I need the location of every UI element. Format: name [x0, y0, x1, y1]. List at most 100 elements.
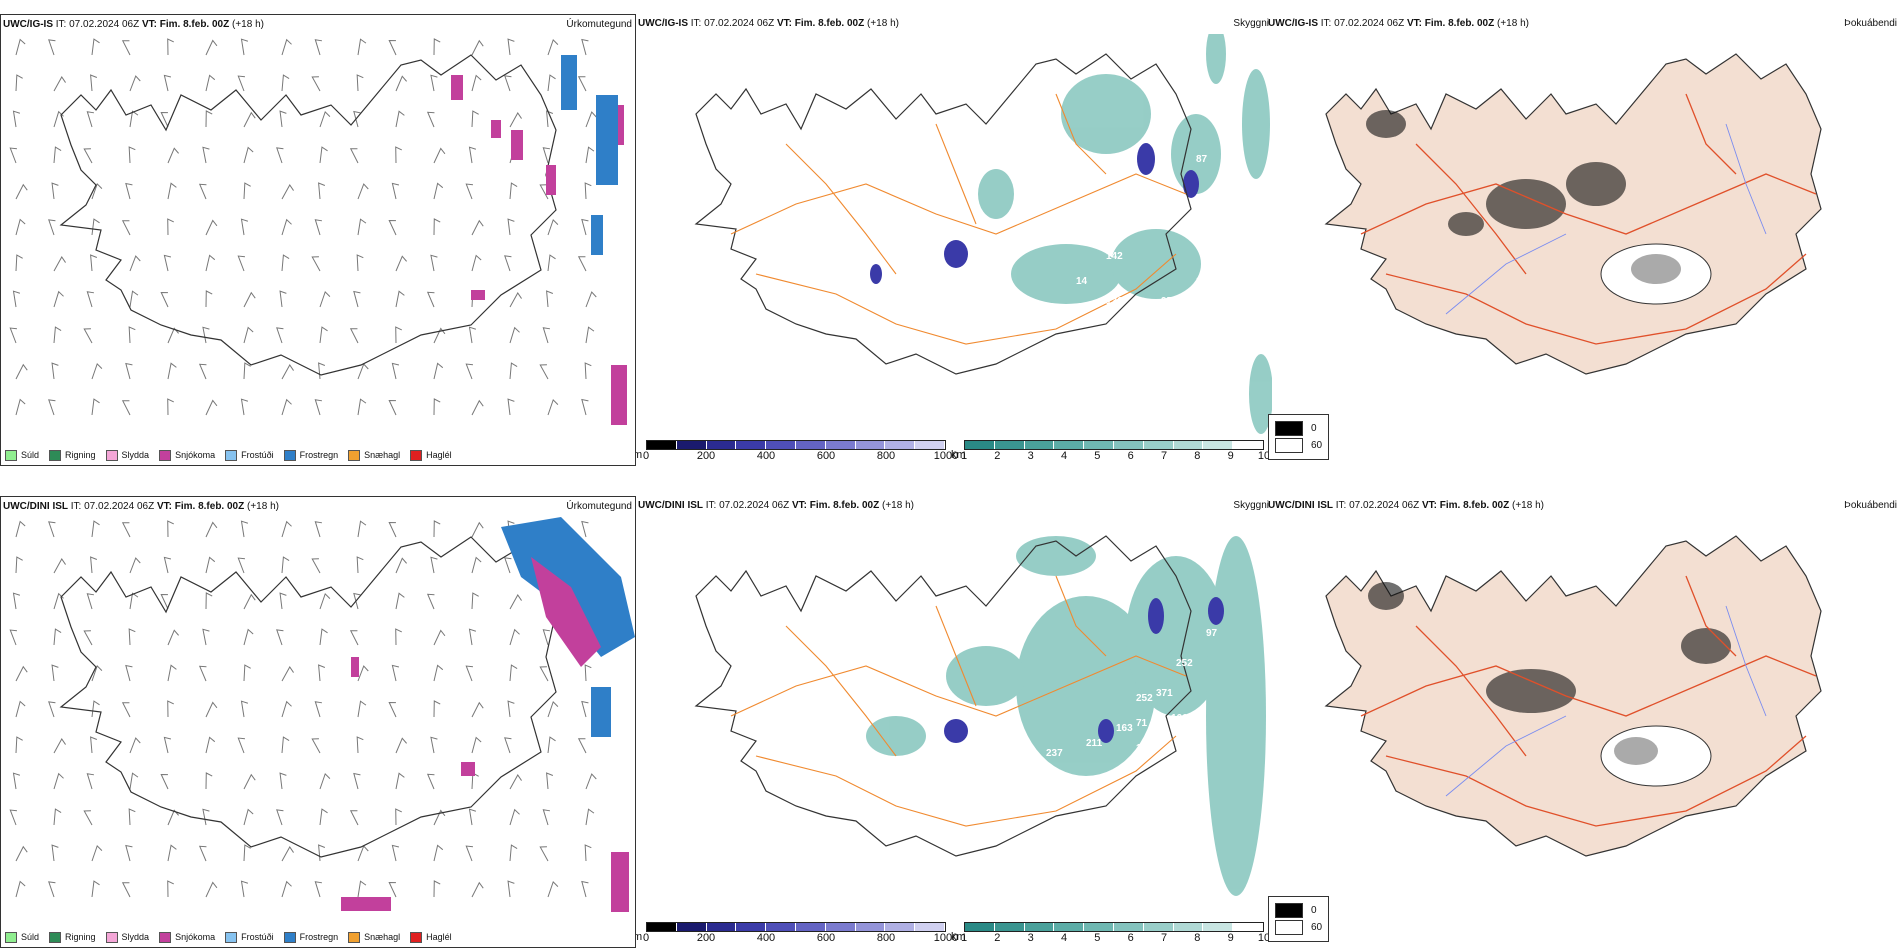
precip-legend-item: Frostregn [283, 450, 338, 461]
precip-legend-item: Frostúði [225, 450, 274, 461]
fog-legend-top: 0 60 [1268, 414, 1330, 460]
colorbar-tick: 9 [1227, 450, 1234, 462]
fog-legend-swatch-60 [1275, 920, 1303, 935]
colorbar-tick: 8 [1194, 932, 1201, 944]
visibility-spot-label: 166 [1171, 713, 1188, 724]
visibility-spot-label: 10 [1196, 236, 1208, 247]
colorbar-tick: 600 [816, 932, 836, 944]
visibility-spot-label: 6 [1118, 181, 1124, 192]
precip-legend-item: Snæhagl [348, 932, 400, 943]
fog-map [1324, 53, 1822, 375]
panel-title: Þokuábendi [1844, 500, 1897, 511]
visibility-spot-label: 71 [1136, 718, 1148, 729]
colorbar-tick: 800 [876, 932, 896, 944]
colorbar-tick: 6 [1127, 932, 1134, 944]
colorbar-tick: 1 [960, 932, 968, 944]
panel-header: UWC/DINI ISL IT: 07.02.2024 06Z VT: Fim.… [1268, 500, 1544, 511]
precip-legend-item: Haglél [410, 450, 452, 461]
colorbar-tick: 6 [1127, 450, 1134, 462]
precip-legend-swatch [49, 932, 62, 943]
colorbar-tick: 1 [960, 450, 968, 462]
visibility-spot-label: 142 [1106, 251, 1123, 262]
colorbar-tick: 200 [696, 450, 716, 462]
visibility-spot-label: 131 [1106, 296, 1123, 307]
precip-map [9, 517, 635, 912]
colorbar-tick: 400 [756, 450, 776, 462]
colorbar-tick: 0 [642, 932, 650, 944]
visibility-spot-label: 166 [1171, 753, 1188, 764]
visibility-spot-label: 97 [1206, 628, 1218, 639]
precip-legend-swatch [410, 932, 423, 943]
colorbar-tick: 2 [994, 932, 1001, 944]
precip-legend-item: Snjókoma [159, 932, 215, 943]
precip-legend-swatch [49, 450, 62, 461]
visibility-spot-label: 211 [1086, 738, 1103, 749]
visibility-spot-label: 252 [1136, 693, 1153, 704]
precip-legend-swatch [105, 450, 118, 461]
panel-header: UWC/IG-IS IT: 07.02.2024 06Z VT: Fim. 8.… [1268, 18, 1529, 29]
precip-legend-item: Snjókoma [159, 450, 215, 461]
visibility-spot-label: 192 [1196, 276, 1213, 287]
colorbar-tick: 7 [1160, 450, 1168, 462]
visibility-colorbar: 1 2 3 4 5 6 7 8 9 10 km [951, 922, 1270, 944]
colorbar-tick: 3 [1027, 932, 1034, 944]
visibility-spot-label: 951 [1161, 296, 1178, 307]
colorbar-tick: 7 [1160, 932, 1168, 944]
visibility-colorbar: 1 2 3 4 5 6 7 8 9 10 km [951, 440, 1270, 462]
wind-barbs [9, 38, 597, 416]
colorbar-tick: 800 [876, 450, 896, 462]
fog-panel-top: UWC/IG-IS IT: 07.02.2024 06Z VT: Fim. 8.… [1266, 14, 1900, 466]
panel-title: Þokuábendi [1844, 18, 1897, 29]
visibility-spot-label: 46 [1106, 211, 1118, 222]
precip-legend-swatch [105, 932, 118, 943]
precip-legend: Súld Rigning Slydda Snjókoma Frostúði Frostre… [5, 450, 452, 461]
road-network [730, 93, 1187, 345]
fog-legend-swatch-60 [1275, 438, 1303, 453]
height-colorbar: 0 200 400 600 800 1000 m [636, 440, 958, 462]
colorbar-tick: 0 [642, 450, 650, 462]
colorbar-tick: 400 [756, 932, 776, 944]
precip-legend-swatch [410, 450, 423, 461]
precip-legend-swatch [5, 932, 17, 943]
colorbar-tick: 200 [696, 932, 716, 944]
colorbar-tick: 8 [1194, 450, 1201, 462]
precip-legend-item: Rigning [49, 450, 96, 461]
panel-header: UWC/DINI ISL IT: 07.02.2024 06Z VT: Fim.… [638, 500, 914, 511]
colorbar-tick: 5 [1094, 450, 1101, 462]
panel-header: UWC/IG-IS IT: 07.02.2024 06Z VT: Fim. 8.… [638, 18, 899, 29]
precip-legend-swatch [348, 932, 361, 943]
precip-legend-item: Snæhagl [348, 450, 400, 461]
visibility-spot-label: 163 [1116, 723, 1133, 734]
precip-panel-bottom: UWC/DINI ISL IT: 07.02.2024 06Z VT: Fim.… [0, 496, 636, 948]
precip-legend-swatch [225, 450, 238, 461]
colorbar-tick: 10 [1257, 932, 1271, 944]
visibility-spot-label: 16 [1136, 743, 1148, 754]
visibility-panel-bottom: UWC/DINI ISL IT: 07.02.2024 06Z VT: Fim.… [636, 496, 1272, 948]
fog-legend-swatch-0 [1275, 903, 1303, 918]
colorbar-tick: 600 [816, 450, 836, 462]
iceland-outline [59, 54, 557, 376]
precip-legend: Súld Rigning Slydda Snjókoma Frostúði Frostre… [5, 932, 452, 943]
panel-header: UWC/DINI ISL IT: 07.02.2024 06Z VT: Fim.… [3, 501, 279, 512]
fog-legend-swatch-0 [1275, 421, 1303, 436]
visibility-spot-label: 371 [1156, 688, 1173, 699]
panel-title: Skyggni [1233, 500, 1269, 511]
panel-header: UWC/IG-IS IT: 07.02.2024 06Z VT: Fim. 8.… [3, 19, 264, 30]
wind-barbs [9, 520, 597, 898]
freezing-rain-patches [561, 55, 618, 255]
visibility-spot-label: 28 [1016, 758, 1028, 769]
precip-legend-swatch [283, 450, 296, 461]
panel-title: Skyggni [1233, 18, 1269, 29]
colorbar-tick: 10 [1257, 450, 1271, 462]
colorbar-tick: 2 [994, 450, 1001, 462]
precip-map [9, 38, 627, 425]
colorbar-tick: 5 [1094, 932, 1101, 944]
visibility-spot-label: 14 [1076, 276, 1088, 287]
precip-legend-swatch [348, 450, 361, 461]
precip-legend-item: Súld [5, 450, 39, 461]
panel-title: Úrkomutegund [566, 501, 632, 512]
visibility-spot-label: 87 [1196, 154, 1208, 165]
visibility-map: 87 6 142 14 131 192 951 10 46 [694, 34, 1272, 434]
colorbar-tick: 1000 [933, 450, 959, 462]
